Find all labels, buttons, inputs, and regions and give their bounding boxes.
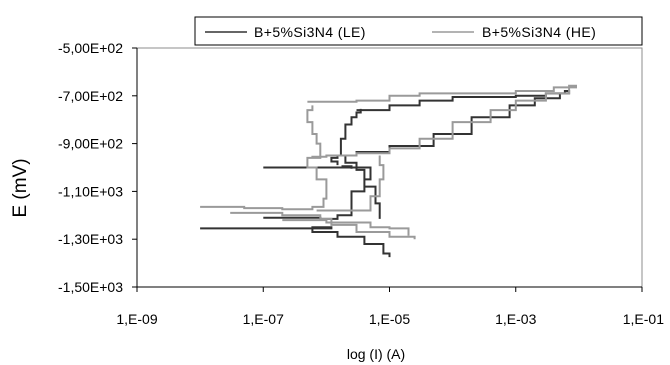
y-tick-label: -7,00E+02 (58, 88, 123, 104)
x-tick-label: 1,E-01 (623, 311, 664, 327)
series-he (200, 84, 577, 240)
legend: B+5%Si3N4 (LE) B+5%Si3N4 (HE) (194, 16, 643, 46)
plot-area (136, 47, 643, 288)
x-tick-label: 1,E-03 (495, 311, 536, 327)
legend-label-he: B+5%Si3N4 (HE) (482, 24, 596, 40)
series-layer (200, 84, 577, 258)
y-axis: -5,00E+02 -7,00E+02 -9,00E+02 -1,10E+03 -1,3… (58, 40, 138, 295)
y-tick-label: -5,00E+02 (58, 40, 123, 56)
y-tick-label: -1,50E+03 (58, 279, 123, 295)
series-line (200, 84, 577, 240)
x-tick-label: 1,E-09 (116, 311, 157, 327)
y-tick-label: -1,30E+03 (58, 231, 123, 247)
series-le (200, 90, 571, 258)
series-line (200, 90, 571, 258)
x-tick-label: 1,E-05 (369, 311, 410, 327)
legend-label-le: B+5%Si3N4 (LE) (254, 24, 366, 40)
y-tick-label: -1,10E+03 (58, 183, 123, 199)
legend-box (194, 16, 643, 46)
x-axis-title: log (I) (A) (347, 346, 405, 362)
y-axis-title: E (mV) (10, 158, 31, 217)
y-tick-label: -9,00E+02 (58, 136, 123, 152)
x-tick-label: 1,E-07 (243, 311, 284, 327)
x-axis: 1,E-09 1,E-07 1,E-05 1,E-03 1,E-01 (116, 286, 664, 327)
